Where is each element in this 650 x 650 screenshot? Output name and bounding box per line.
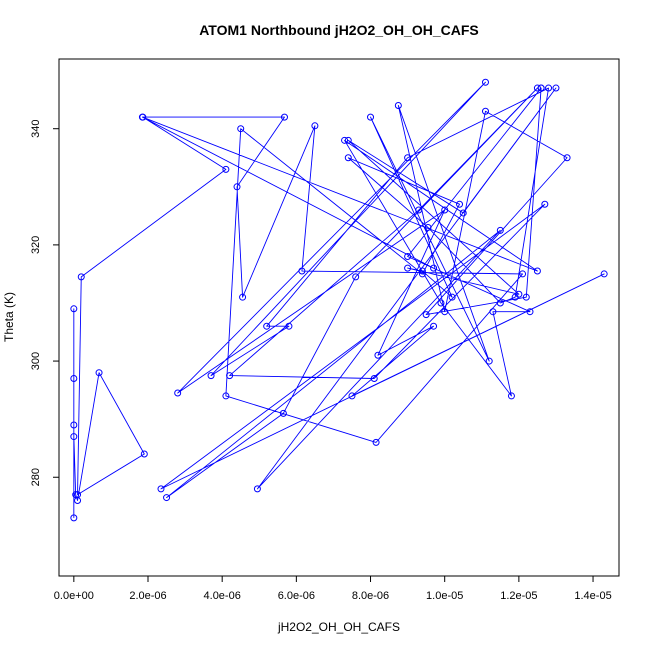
data-point bbox=[348, 392, 356, 400]
data-point bbox=[533, 267, 541, 275]
data-point bbox=[95, 369, 103, 377]
data-point bbox=[263, 322, 271, 330]
data-point bbox=[496, 226, 504, 234]
series-line bbox=[73, 81, 605, 518]
data-point bbox=[207, 372, 215, 380]
data-point bbox=[459, 209, 467, 217]
data-point bbox=[374, 351, 382, 359]
data-point bbox=[174, 389, 182, 397]
x-tick-label: 1.0e-05 bbox=[426, 590, 463, 602]
data-point bbox=[485, 357, 493, 365]
data-point bbox=[515, 290, 523, 298]
data-point bbox=[239, 293, 247, 301]
data-point bbox=[437, 299, 445, 307]
y-tick-label: 280 bbox=[30, 468, 42, 486]
data-point bbox=[456, 200, 464, 208]
data-point bbox=[70, 433, 78, 441]
x-tick-label: 0.0e+00 bbox=[54, 590, 94, 602]
data-point bbox=[298, 267, 306, 275]
data-point bbox=[233, 183, 241, 191]
data-point bbox=[448, 293, 456, 301]
data-point bbox=[422, 311, 430, 319]
data-point bbox=[70, 374, 78, 382]
x-tick-label: 1.2e-05 bbox=[500, 590, 537, 602]
data-point bbox=[70, 305, 78, 313]
data-point bbox=[70, 421, 78, 429]
data-point bbox=[404, 264, 412, 272]
data-point bbox=[541, 200, 549, 208]
data-point bbox=[489, 308, 497, 316]
data-point bbox=[285, 322, 293, 330]
data-point bbox=[372, 438, 380, 446]
data-point bbox=[77, 273, 85, 281]
y-axis: 280 300 320 340 bbox=[30, 120, 60, 486]
data-point bbox=[140, 450, 148, 458]
data-point bbox=[430, 322, 438, 330]
data-point bbox=[394, 101, 402, 109]
x-tick-label: 6.0e-06 bbox=[278, 590, 315, 602]
data-point bbox=[344, 154, 352, 162]
data-point bbox=[496, 299, 504, 307]
x-tick-label: 8.0e-06 bbox=[352, 590, 389, 602]
data-point bbox=[404, 253, 412, 261]
data-point bbox=[441, 206, 449, 214]
data-point bbox=[545, 84, 553, 92]
x-tick-label: 2.0e-06 bbox=[129, 590, 166, 602]
data-point bbox=[344, 136, 352, 144]
data-point bbox=[600, 270, 608, 278]
data-point bbox=[404, 154, 412, 162]
data-point bbox=[311, 122, 319, 130]
data-point bbox=[418, 270, 426, 278]
data-point bbox=[370, 374, 378, 382]
y-tick-label: 300 bbox=[30, 352, 42, 370]
data-point bbox=[424, 223, 432, 231]
data-point bbox=[253, 485, 261, 493]
x-axis-label: jH2O2_OH_OH_CAFS bbox=[277, 620, 400, 634]
data-point bbox=[519, 270, 527, 278]
data-point bbox=[280, 113, 288, 121]
data-point bbox=[222, 392, 230, 400]
y-tick-label: 340 bbox=[30, 120, 42, 138]
data-point bbox=[74, 491, 82, 499]
data-point bbox=[237, 125, 245, 133]
data-point bbox=[341, 136, 349, 144]
data-point bbox=[430, 264, 438, 272]
data-point bbox=[352, 273, 360, 281]
data-point bbox=[157, 485, 165, 493]
data-point bbox=[418, 267, 426, 275]
data-point bbox=[533, 84, 541, 92]
data-point bbox=[537, 84, 545, 92]
data-point bbox=[163, 494, 171, 502]
x-tick-label: 4.0e-06 bbox=[204, 590, 241, 602]
series-layer bbox=[70, 78, 608, 522]
data-point bbox=[552, 84, 560, 92]
data-point bbox=[507, 392, 515, 400]
data-point bbox=[138, 113, 146, 121]
data-point bbox=[226, 372, 234, 380]
x-tick-label: 1.4e-05 bbox=[574, 590, 611, 602]
data-point bbox=[526, 308, 534, 316]
data-point bbox=[279, 409, 287, 417]
data-point bbox=[481, 78, 489, 86]
data-point bbox=[441, 308, 449, 316]
x-axis: 0.0e+00 2.0e-06 4.0e-06 6.0e-06 8.0e-06 1.0e-… bbox=[54, 575, 612, 602]
data-point bbox=[222, 165, 230, 173]
data-point bbox=[70, 514, 78, 522]
data-point bbox=[522, 293, 530, 301]
data-point bbox=[367, 113, 375, 121]
data-point bbox=[481, 107, 489, 115]
data-point bbox=[563, 154, 571, 162]
data-point bbox=[415, 206, 423, 214]
chart-title: ATOM1 Northbound jH2O2_OH_OH_CAFS bbox=[199, 22, 479, 38]
y-axis-label: Theta (K) bbox=[2, 292, 16, 342]
y-tick-label: 320 bbox=[30, 236, 42, 254]
